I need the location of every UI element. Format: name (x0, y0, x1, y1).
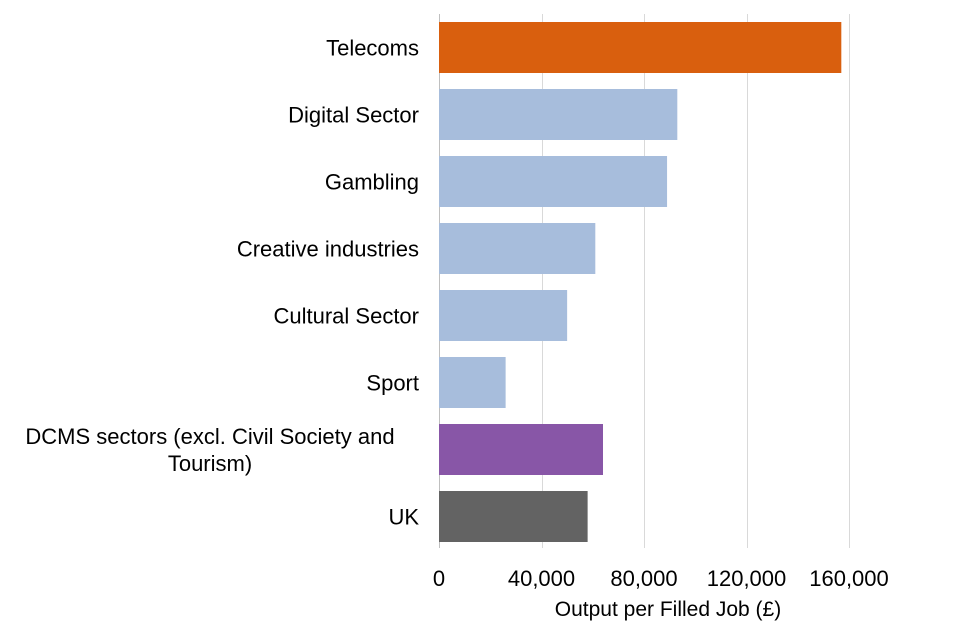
x-tick-label: 40,000 (508, 566, 575, 591)
category-label: Gambling (325, 170, 419, 195)
bar-sport (439, 357, 506, 408)
x-tick-label: 160,000 (809, 566, 889, 591)
category-label: Creative industries (237, 237, 419, 262)
category-label: Sport (366, 371, 419, 396)
bar-cultural-sector (439, 290, 568, 341)
category-label: Telecoms (326, 36, 419, 61)
x-tick-label: 80,000 (610, 566, 677, 591)
category-label: Cultural Sector (273, 304, 419, 329)
bar-creative-industries (439, 223, 596, 274)
category-label: Digital Sector (288, 103, 419, 128)
bar-telecoms (439, 22, 842, 73)
x-tick-label: 120,000 (707, 566, 787, 591)
bar-gambling (439, 156, 668, 207)
bars (439, 22, 842, 542)
x-tick-labels: 0 40,000 80,000 120,000 160,000 (433, 566, 889, 591)
bar-dcms-sectors-excl-civil-society-and-tourism (439, 424, 603, 475)
category-labels: Telecoms Digital Sector Gambling Creative i… (25, 36, 419, 530)
category-label: UK (388, 505, 419, 530)
bar-digital-sector (439, 89, 678, 140)
category-label-line: Tourism) (168, 451, 252, 476)
category-label-line: DCMS sectors (excl. Civil Society and (25, 424, 394, 449)
x-tick-label: 0 (433, 566, 445, 591)
bar-uk (439, 491, 588, 542)
x-axis-title: Output per Filled Job (£) (555, 598, 781, 621)
